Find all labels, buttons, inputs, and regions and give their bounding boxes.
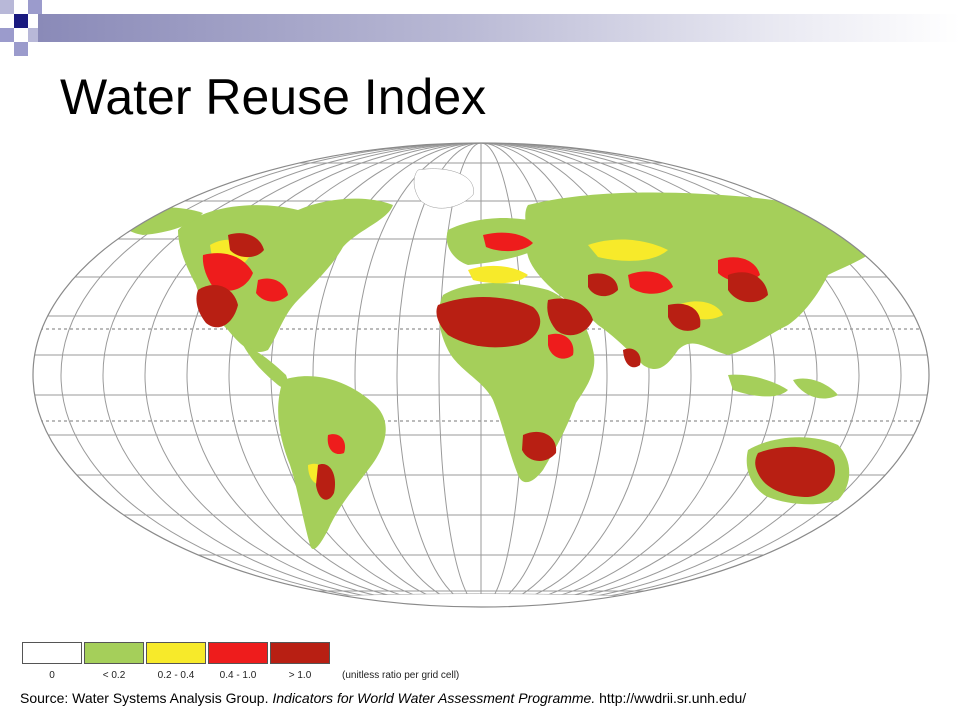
source-title: Indicators for World Water Assessment Pr… [272,690,596,706]
land-high-reuse [202,232,820,472]
map-frame [32,142,930,608]
legend-label: 0 [49,670,55,681]
legend-label: < 0.2 [102,670,126,681]
source-url[interactable]: http://wwdrii.sr.unh.edu/ [599,690,747,706]
source-citation: Source: Water Systems Analysis Group. In… [20,690,746,706]
source-prefix: Source: Water Systems Analysis Group. [20,690,269,706]
legend-swatch-0 [22,642,82,664]
legend-swatch-1 [84,642,144,664]
legend-swatch-2 [146,642,206,664]
legend-unit-note: (unitless ratio per grid cell) [342,670,460,681]
legend-swatch-3 [208,642,268,664]
legend-swatch-4 [270,642,330,664]
page-title: Water Reuse Index [60,69,487,125]
world-map [28,135,934,627]
legend-label: > 1.0 [288,670,312,681]
world-map-svg [32,142,930,608]
land-very-high-reuse [196,233,836,500]
graticule [33,143,929,607]
legend-label: 0.2 - 0.4 [157,670,195,681]
title-bar-gradient [38,14,960,42]
legend-label: 0.4 - 1.0 [219,670,257,681]
